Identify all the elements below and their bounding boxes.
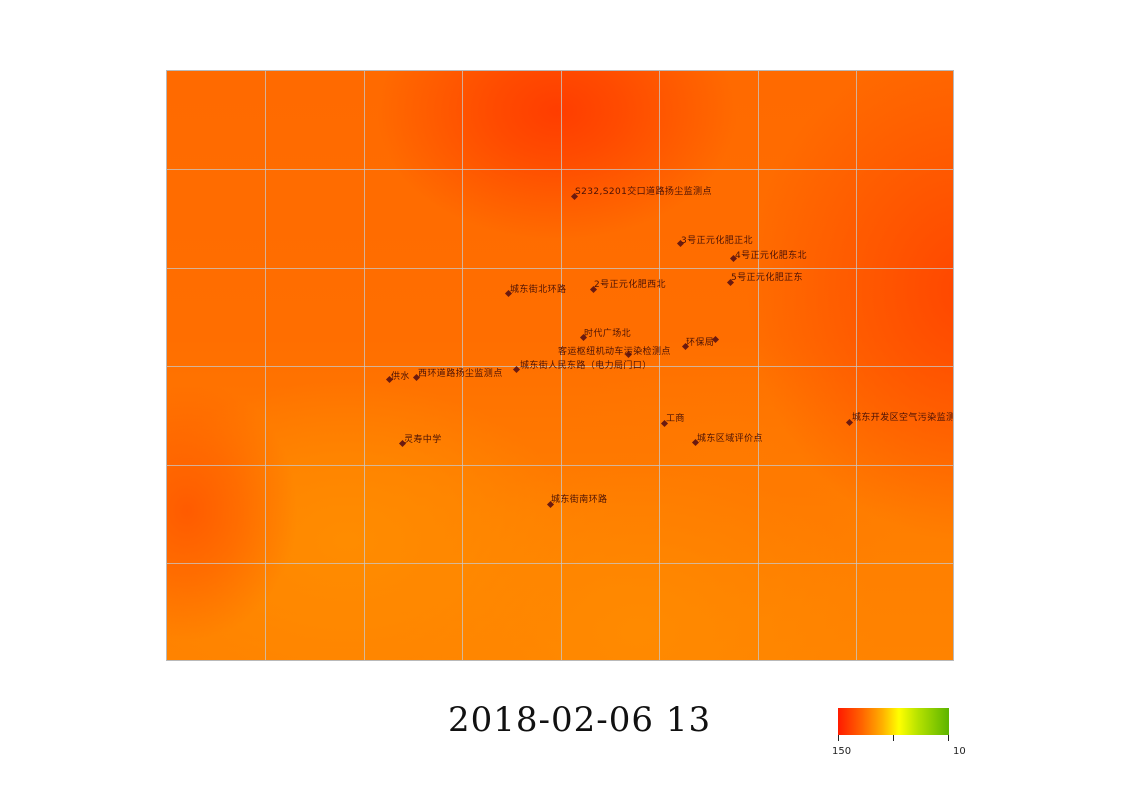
grid-line — [856, 71, 857, 660]
station-label: 3号正元化肥正北 — [681, 236, 753, 246]
station-label: 环保局 — [686, 338, 715, 348]
station-label: 西环道路扬尘监测点 — [418, 369, 503, 379]
grid-line — [167, 465, 953, 466]
legend-tick — [838, 735, 839, 741]
station-label: 时代广场北 — [584, 329, 632, 339]
pollution-heatmap: S232,S201交口道路扬尘监测点 3号正元化肥正北 4号正元化肥东北 5号正… — [166, 70, 954, 661]
station-label: 2号正元化肥西北 — [594, 280, 666, 290]
legend-min-label: 150 — [832, 746, 852, 757]
grid-line — [364, 71, 365, 660]
grid-line — [462, 71, 463, 660]
grid-line — [167, 169, 953, 170]
station-label: 5号正元化肥正东 — [731, 273, 803, 283]
grid-line — [167, 366, 953, 367]
station-label: 城东街南环路 — [551, 495, 608, 505]
grid-line — [758, 71, 759, 660]
grid-line — [659, 71, 660, 660]
legend-tick — [948, 735, 949, 741]
grid-line — [167, 268, 953, 269]
station-label: 城东街人民东路（电力局门口） — [520, 361, 652, 371]
grid-line — [561, 71, 562, 660]
station-label: 灵寿中学 — [404, 435, 442, 445]
station-marker[interactable] — [512, 365, 521, 374]
legend-tick — [893, 735, 894, 741]
station-label: 供水 — [391, 372, 410, 382]
grid-line — [167, 563, 953, 564]
station-label: S232,S201交口道路扬尘监测点 — [575, 187, 712, 197]
station-label: 城东区域评价点 — [697, 434, 763, 444]
station-label: 工商 — [666, 414, 685, 424]
station-label: 客运枢纽机动车污染检测点 — [558, 347, 671, 357]
station-label: 城东开发区空气污染监测点 — [852, 413, 954, 423]
legend-max-label: 10 — [953, 746, 966, 757]
station-label: 4号正元化肥东北 — [735, 251, 807, 261]
station-label: 城东街北环路 — [510, 285, 567, 295]
grid-line — [265, 71, 266, 660]
color-scale-legend — [838, 708, 949, 735]
map-timestamp: 2018-02-06 13 — [448, 700, 712, 740]
